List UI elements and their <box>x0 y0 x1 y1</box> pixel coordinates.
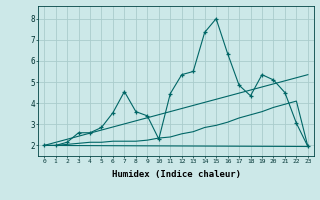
X-axis label: Humidex (Indice chaleur): Humidex (Indice chaleur) <box>111 170 241 179</box>
